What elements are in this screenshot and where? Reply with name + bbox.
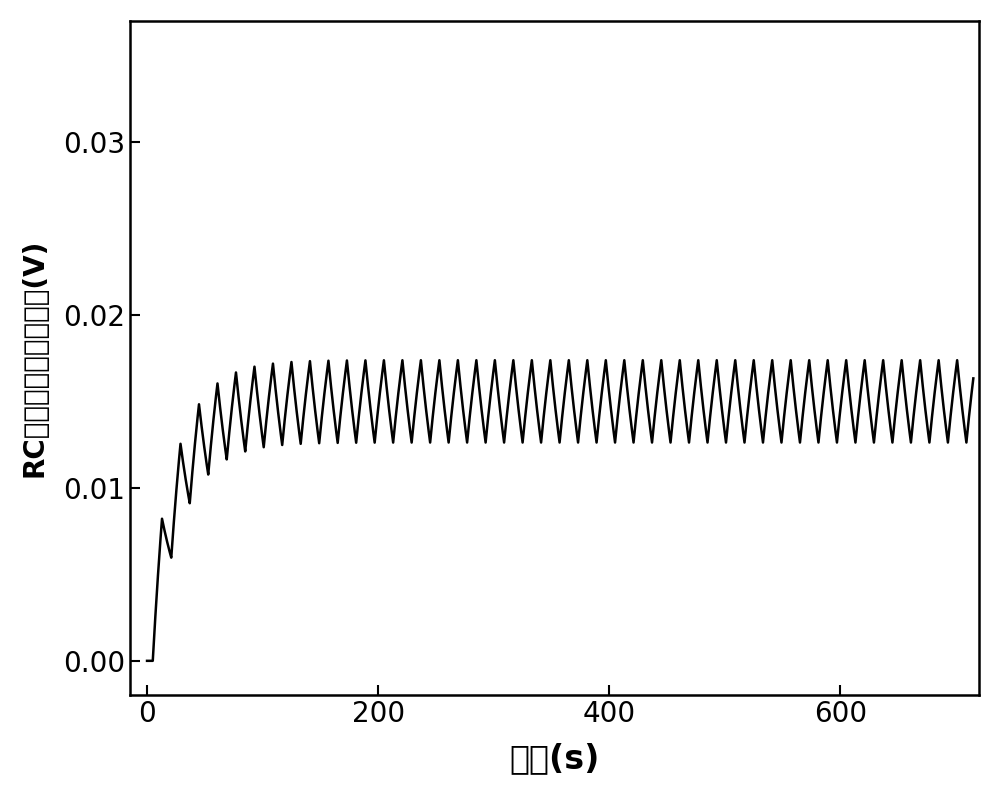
Y-axis label: RC网络产生的极化电压(V): RC网络产生的极化电压(V) xyxy=(21,239,49,478)
X-axis label: 时间(s): 时间(s) xyxy=(509,742,600,775)
